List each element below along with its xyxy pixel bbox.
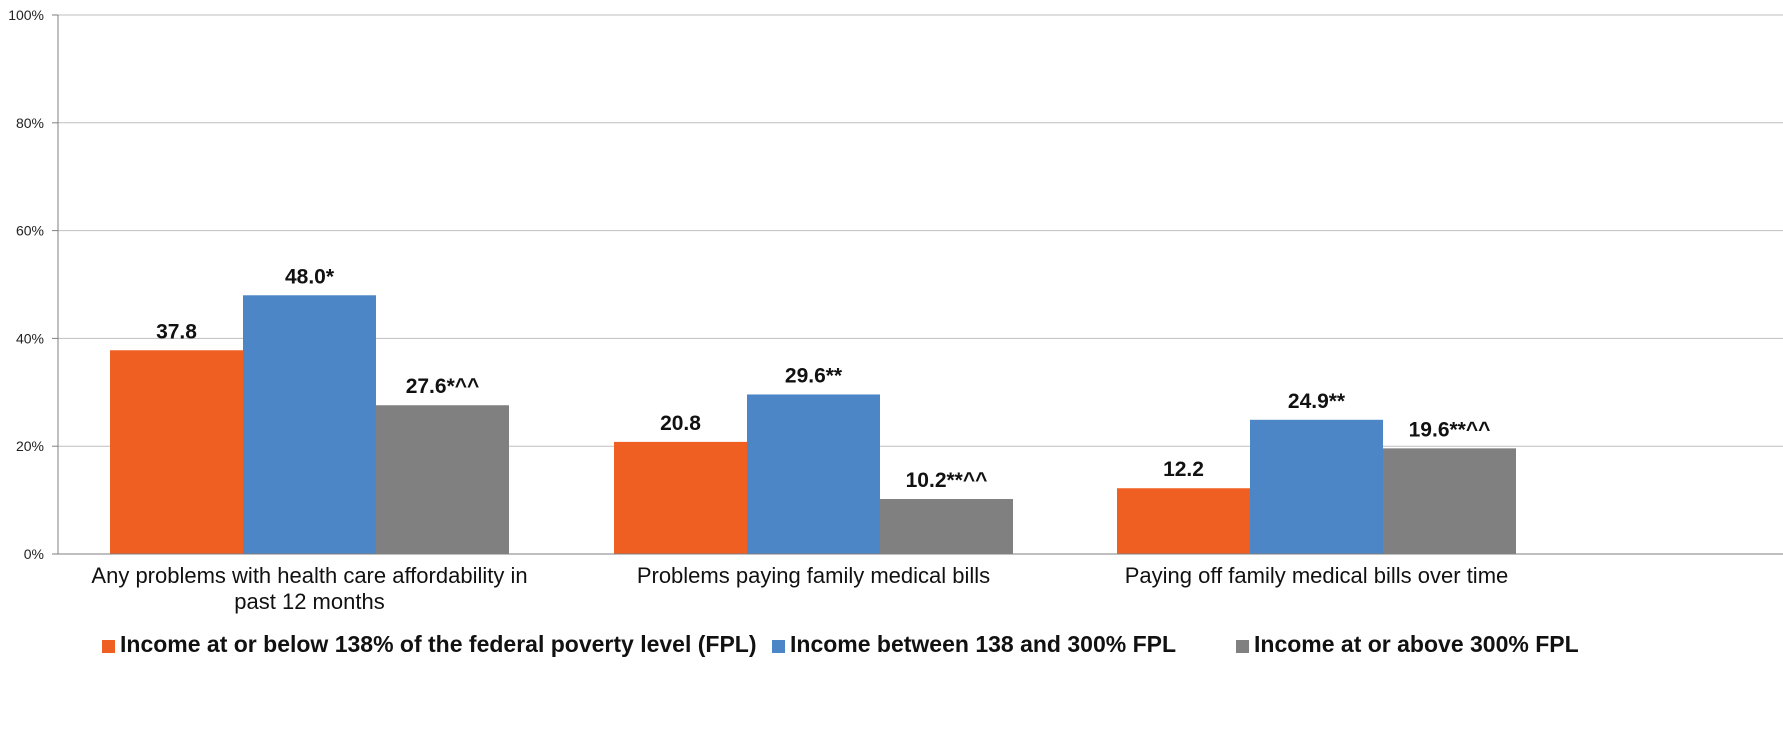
bar	[747, 394, 880, 554]
bar	[1117, 488, 1250, 554]
data-label: 19.6**^^	[1409, 418, 1491, 441]
bar	[1250, 419, 1383, 554]
data-label: 29.6**	[785, 364, 843, 387]
y-tick-label: 60%	[16, 223, 44, 239]
data-label: 12.2	[1163, 458, 1204, 481]
bar	[110, 350, 243, 554]
legend-label: Income at or above 300% FPL	[1254, 631, 1579, 657]
bar	[880, 499, 1013, 554]
data-label: 37.8	[156, 320, 197, 343]
data-label: 27.6*^^	[406, 375, 480, 398]
bar	[243, 295, 376, 554]
y-tick-label: 80%	[16, 115, 44, 131]
y-tick-label: 100%	[8, 7, 44, 23]
bar	[376, 405, 509, 554]
legend-swatch	[102, 640, 115, 653]
data-label: 10.2**^^	[906, 469, 988, 492]
y-tick-label: 40%	[16, 330, 44, 346]
legend-swatch	[772, 640, 785, 653]
legend-swatch	[1236, 640, 1249, 653]
y-tick-label: 20%	[16, 438, 44, 454]
bar	[614, 441, 747, 554]
x-category-label: Paying off family medical bills over tim…	[1125, 563, 1509, 588]
legend-label: Income between 138 and 300% FPL	[790, 631, 1176, 657]
bar	[1383, 448, 1516, 554]
data-label: 48.0*	[285, 265, 335, 288]
x-category-label: Problems paying family medical bills	[637, 563, 990, 588]
y-tick-label: 0%	[24, 546, 44, 562]
data-label: 20.8	[660, 412, 701, 435]
data-label: 24.9**	[1288, 390, 1346, 413]
legend-label: Income at or below 138% of the federal p…	[120, 631, 757, 657]
x-category-label: Any problems with health care affordabil…	[91, 563, 527, 614]
